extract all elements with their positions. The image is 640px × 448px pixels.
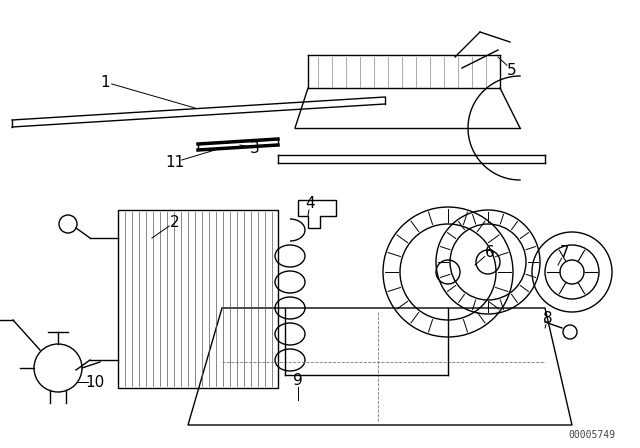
Text: 2: 2 (170, 215, 180, 229)
Text: 5: 5 (507, 63, 517, 78)
Text: 10: 10 (85, 375, 104, 389)
Text: 1: 1 (100, 74, 110, 90)
Text: 7: 7 (560, 245, 570, 259)
Text: 3: 3 (250, 141, 260, 155)
Text: 4: 4 (305, 195, 315, 211)
Text: 6: 6 (485, 245, 495, 259)
Text: 8: 8 (543, 310, 553, 326)
Bar (118, 210, 278, 388)
Text: 11: 11 (165, 155, 184, 169)
Text: 9: 9 (293, 372, 303, 388)
Text: 00005749: 00005749 (568, 430, 616, 440)
